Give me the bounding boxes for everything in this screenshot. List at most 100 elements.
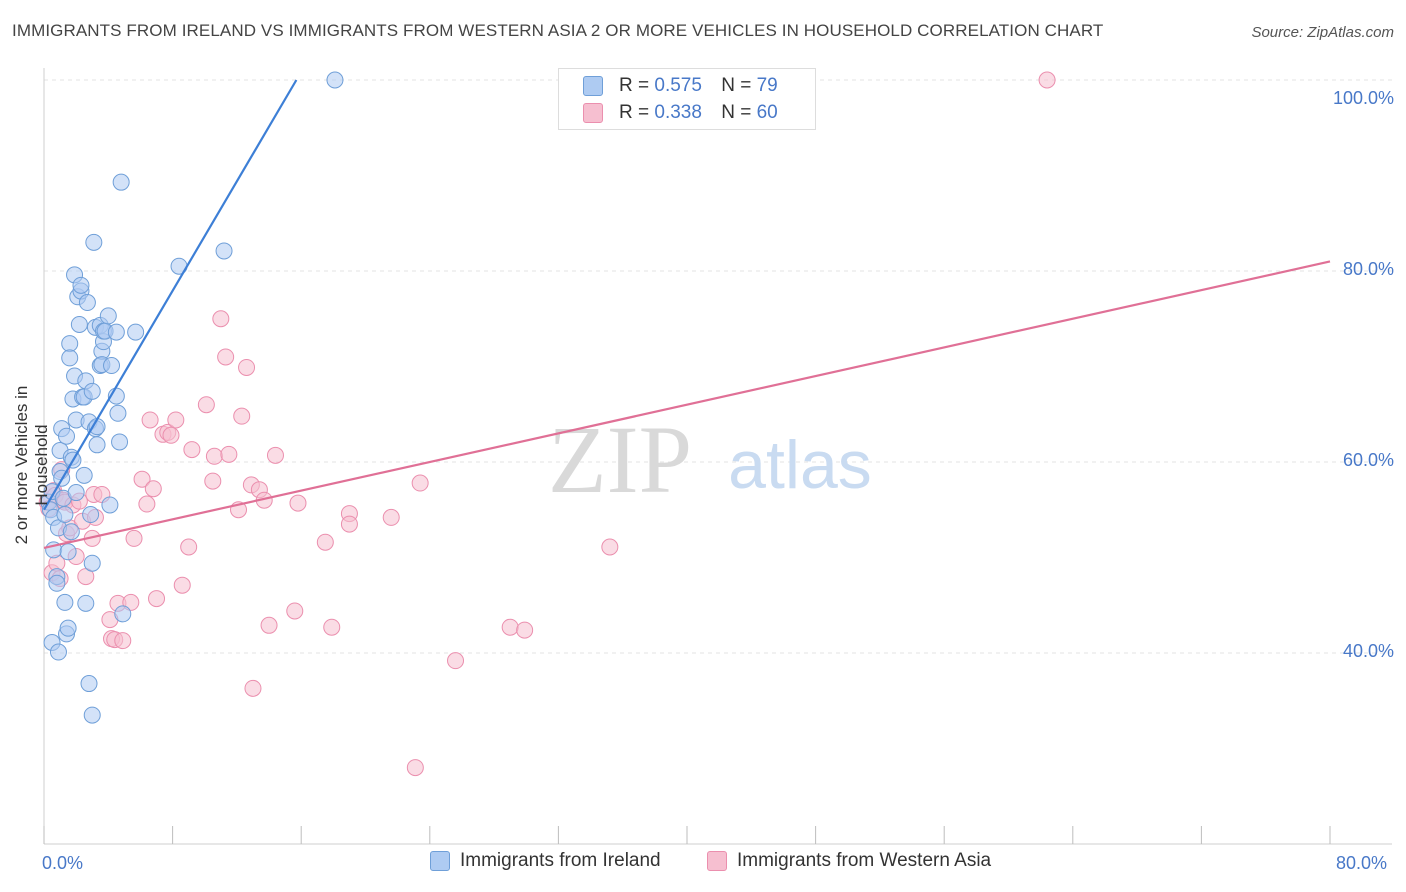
- western-asia-point: [501, 618, 519, 636]
- western-asia-point: [244, 679, 262, 697]
- x-tick-label-min: 0.0%: [42, 853, 84, 873]
- ireland-point: [56, 593, 74, 611]
- western-asia-point: [233, 407, 251, 425]
- western-asia-point: [601, 538, 619, 556]
- y-axis-label: 2 or more Vehicles in Household: [12, 385, 51, 545]
- correlation-legend: R = 0.575 N = 79 R = 0.338 N = 60: [558, 68, 816, 130]
- western-asia-point: [260, 616, 278, 634]
- y-tick-label: 80.0%: [1342, 259, 1394, 279]
- ireland-point: [80, 675, 98, 693]
- western-asia-point: [133, 470, 151, 488]
- chart-title: IMMIGRANTS FROM IRELAND VS IMMIGRANTS FR…: [12, 21, 1104, 40]
- western-asia-point: [289, 494, 307, 512]
- western-asia-point: [162, 426, 180, 444]
- ireland-point: [83, 706, 101, 724]
- western-asia-point: [382, 508, 400, 526]
- legend-swatch-western-asia: [583, 103, 603, 123]
- ireland-points: [40, 71, 344, 724]
- legend-swatch-western-asia: [707, 851, 727, 871]
- western-asia-point: [138, 495, 156, 513]
- western-asia-point: [183, 441, 201, 459]
- ireland-point: [48, 574, 66, 592]
- trend-lines: [43, 79, 1331, 550]
- ireland-point: [62, 523, 80, 541]
- ireland-point: [107, 323, 125, 341]
- western-asia-point: [266, 446, 284, 464]
- ireland-point: [61, 335, 79, 353]
- western-asia-point: [204, 472, 222, 490]
- x-tick-label-max: 80.0%: [1336, 853, 1388, 873]
- western-asia-point: [125, 529, 143, 547]
- source-label: Source: ZipAtlas.com: [1251, 24, 1394, 41]
- series-legend: Immigrants from Ireland Immigrants from …: [0, 850, 1406, 878]
- ireland-point: [58, 427, 76, 445]
- ireland-point: [77, 594, 95, 612]
- western-asia-point: [114, 632, 132, 650]
- legend-row-ireland: R = 0.575 N = 79: [583, 73, 778, 99]
- ireland-point: [101, 496, 119, 514]
- ireland-point: [85, 233, 103, 251]
- legend-item-ireland[interactable]: Immigrants from Ireland: [430, 850, 661, 872]
- legend-r-value-ireland: 0.575: [654, 75, 702, 96]
- western-asia-point: [406, 759, 424, 777]
- ireland-point: [61, 349, 79, 367]
- western-asia-point: [1038, 71, 1056, 89]
- legend-item-western-asia[interactable]: Immigrants from Western Asia: [707, 850, 991, 872]
- ireland-point: [99, 307, 117, 325]
- legend-r-label: R =: [619, 75, 655, 96]
- western-asia-point: [217, 348, 235, 366]
- western-asia-point: [516, 621, 534, 639]
- western-asia-point: [141, 411, 159, 429]
- ireland-point: [72, 276, 90, 294]
- western-asia-point: [173, 576, 191, 594]
- western-asia-point: [167, 411, 185, 429]
- ireland-point: [83, 382, 101, 400]
- western-asia-point: [148, 590, 166, 608]
- western-asia-point: [205, 447, 223, 465]
- ireland-point: [78, 294, 96, 312]
- ireland-point: [215, 242, 233, 260]
- ireland-point: [112, 173, 130, 191]
- western-asia-point: [212, 310, 230, 328]
- legend-n-value-ireland: 79: [756, 75, 778, 96]
- ireland-point: [75, 466, 93, 484]
- ireland-point: [70, 315, 88, 333]
- legend-swatch-ireland: [583, 76, 603, 96]
- western-asia-point: [238, 358, 256, 376]
- ireland-point: [88, 436, 106, 454]
- western-asia-point: [447, 652, 465, 670]
- legend-n-label: N =: [721, 102, 757, 123]
- ireland-point: [59, 543, 77, 561]
- y-tick-label: 100.0%: [1332, 88, 1394, 108]
- legend-swatch-ireland: [430, 851, 450, 871]
- legend-r-value-western-asia: 0.338: [654, 102, 702, 123]
- y-tick-label: 60.0%: [1342, 450, 1394, 470]
- ireland-point: [83, 554, 101, 572]
- western-asia-point: [411, 474, 429, 492]
- ireland-point: [82, 506, 100, 524]
- western-asia-point: [340, 515, 358, 533]
- legend-n-label: N =: [721, 75, 757, 96]
- ireland-point: [111, 433, 129, 451]
- watermark: ZIP atlas: [548, 406, 872, 513]
- watermark-atlas: atlas: [728, 427, 872, 503]
- legend-n-value-western-asia: 60: [756, 102, 778, 123]
- y-tick-label: 40.0%: [1342, 641, 1394, 661]
- western-asia-point: [286, 602, 304, 620]
- western-asia-point: [180, 538, 198, 556]
- legend-r-label: R =: [619, 102, 655, 123]
- ireland-point: [67, 484, 85, 502]
- ireland-point: [49, 643, 67, 661]
- western-asia-point: [316, 533, 334, 551]
- ireland-point: [127, 323, 145, 341]
- ireland-point: [114, 605, 132, 623]
- ireland-point: [326, 71, 344, 89]
- ireland-trend-line: [43, 79, 298, 511]
- legend-label-ireland: Immigrants from Ireland: [460, 850, 661, 871]
- legend-row-western-asia: R = 0.338 N = 60: [583, 100, 778, 126]
- western-asia-point: [197, 396, 215, 414]
- ireland-point: [109, 404, 127, 422]
- western-asia-point: [144, 480, 162, 498]
- gridlines: [44, 79, 1392, 654]
